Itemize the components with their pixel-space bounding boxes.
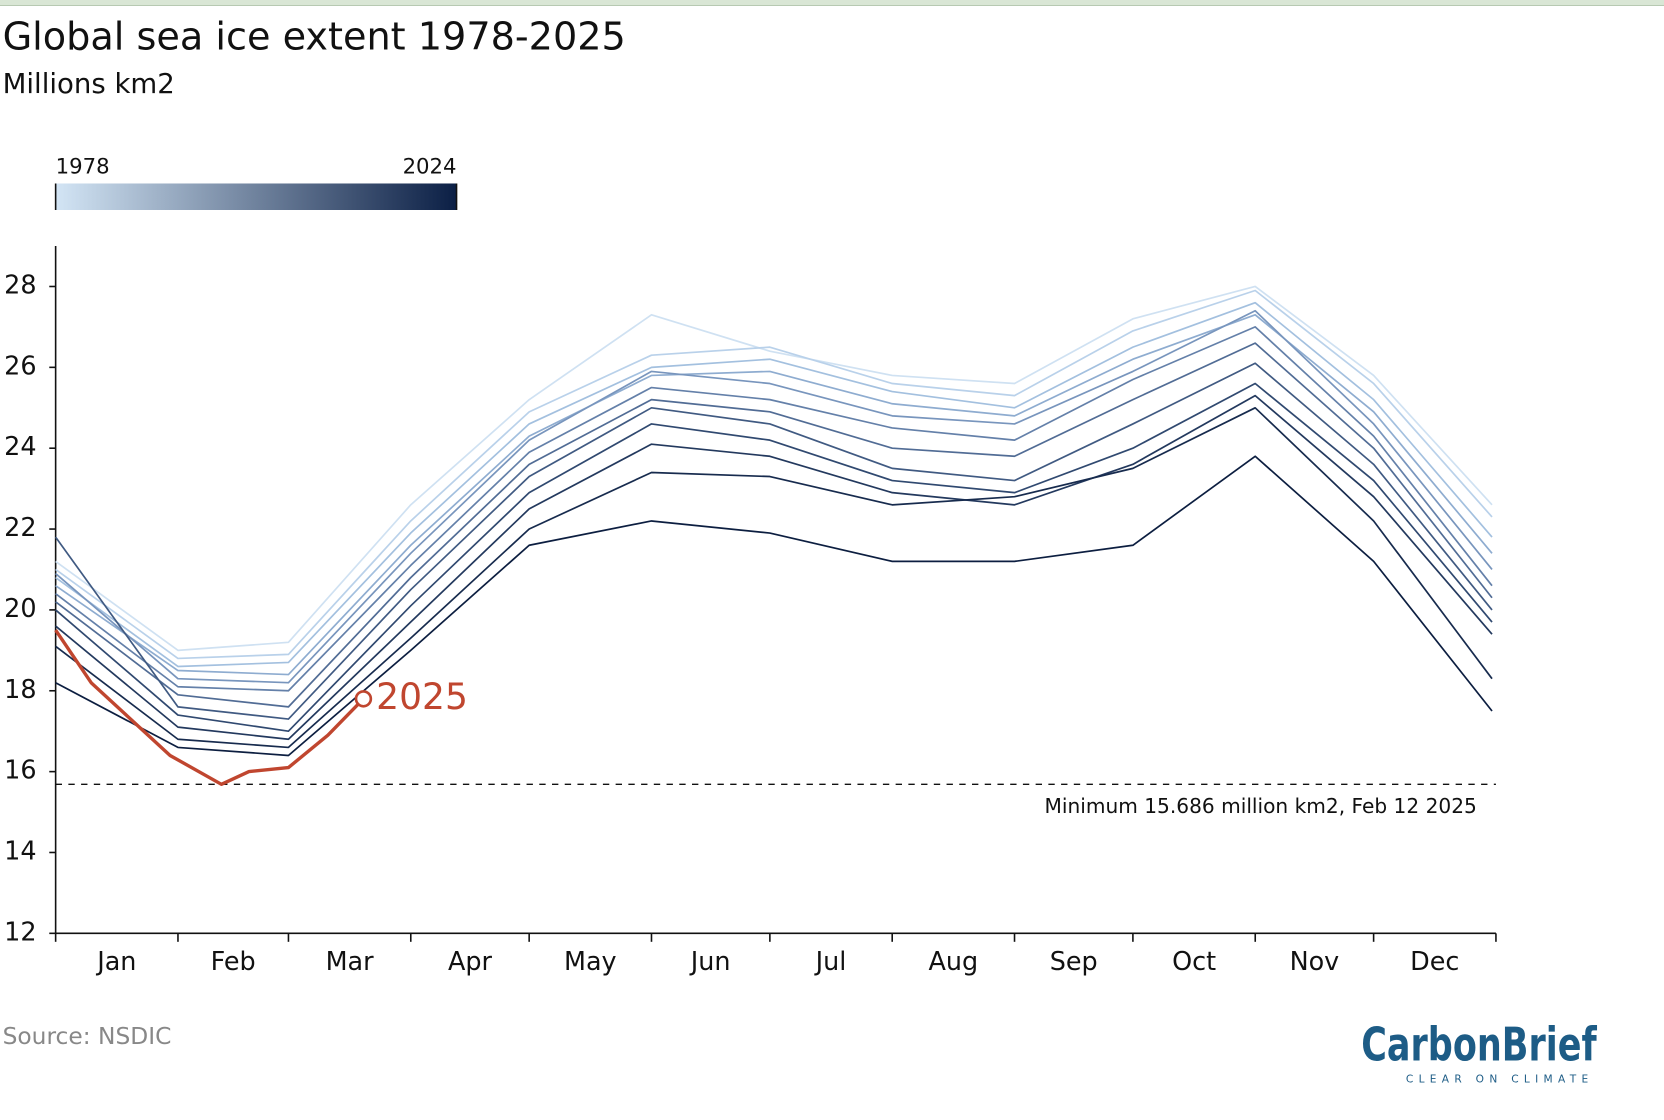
year-line — [55, 301, 1493, 668]
x-tick-label: Nov — [1290, 947, 1340, 977]
source: Source: NSDIC — [3, 1022, 172, 1050]
y-tick-label: 12 — [4, 917, 36, 947]
year-line — [55, 406, 1493, 749]
y-tick-label: 18 — [4, 675, 36, 705]
minimum-label: Minimum 15.686 million km2, Feb 12 2025 — [1044, 794, 1476, 818]
y-tick-label: 28 — [4, 270, 36, 300]
y-tick-label: 22 — [4, 513, 36, 543]
x-tick-label: Jul — [814, 947, 847, 977]
x-tick-label: Feb — [211, 947, 256, 977]
x-tick-label: Sep — [1050, 947, 1098, 977]
year-line — [55, 289, 1493, 660]
x-tick-label: Oct — [1172, 947, 1216, 977]
year-line — [54, 362, 1493, 720]
chart-title: Global sea ice extent 1978-2025 — [3, 16, 626, 60]
year-line — [55, 285, 1493, 652]
colorbar-label: 2024 — [403, 155, 457, 180]
year-line — [55, 342, 1493, 708]
x-tick-label: Mar — [326, 947, 375, 977]
y-tick-label: 16 — [4, 756, 36, 786]
brand-logo: CarbonBrief — [1361, 1018, 1597, 1072]
x-tick-label: Jan — [95, 947, 136, 977]
plot-area: 12 14 16 18 20 22 24 26 28 Jan Feb Mar Apr May Jun Jul A… — [4, 246, 1497, 977]
x-tick-label: May — [564, 947, 617, 977]
highlight-end — [354, 690, 373, 708]
year-line — [55, 382, 1493, 733]
year-line — [55, 394, 1493, 741]
year-line — [55, 326, 1493, 692]
y-tick-label: 24 — [4, 432, 36, 462]
year-line — [55, 309, 1493, 684]
x-tick-label: Jun — [689, 947, 731, 977]
x-tick-label: Apr — [448, 947, 493, 977]
highlight-label: 2025 — [376, 676, 468, 718]
year-line — [55, 455, 1493, 757]
year-line — [55, 313, 1493, 676]
x-tick-label: Dec — [1410, 947, 1459, 977]
highlight-line — [54, 629, 365, 787]
y-tick-label: 20 — [4, 594, 36, 624]
y-tick-label: 26 — [4, 351, 36, 381]
brand-tagline: CLEAR ON CLIMATE — [1406, 1074, 1594, 1086]
chart-subtitle: Millions km2 — [3, 67, 175, 100]
top-bar — [0, 0, 1664, 6]
colorbar-label: 1978 — [56, 155, 110, 180]
colorbar — [55, 183, 457, 210]
x-tick-label: Aug — [929, 947, 979, 977]
y-tick-label: 14 — [4, 836, 36, 866]
